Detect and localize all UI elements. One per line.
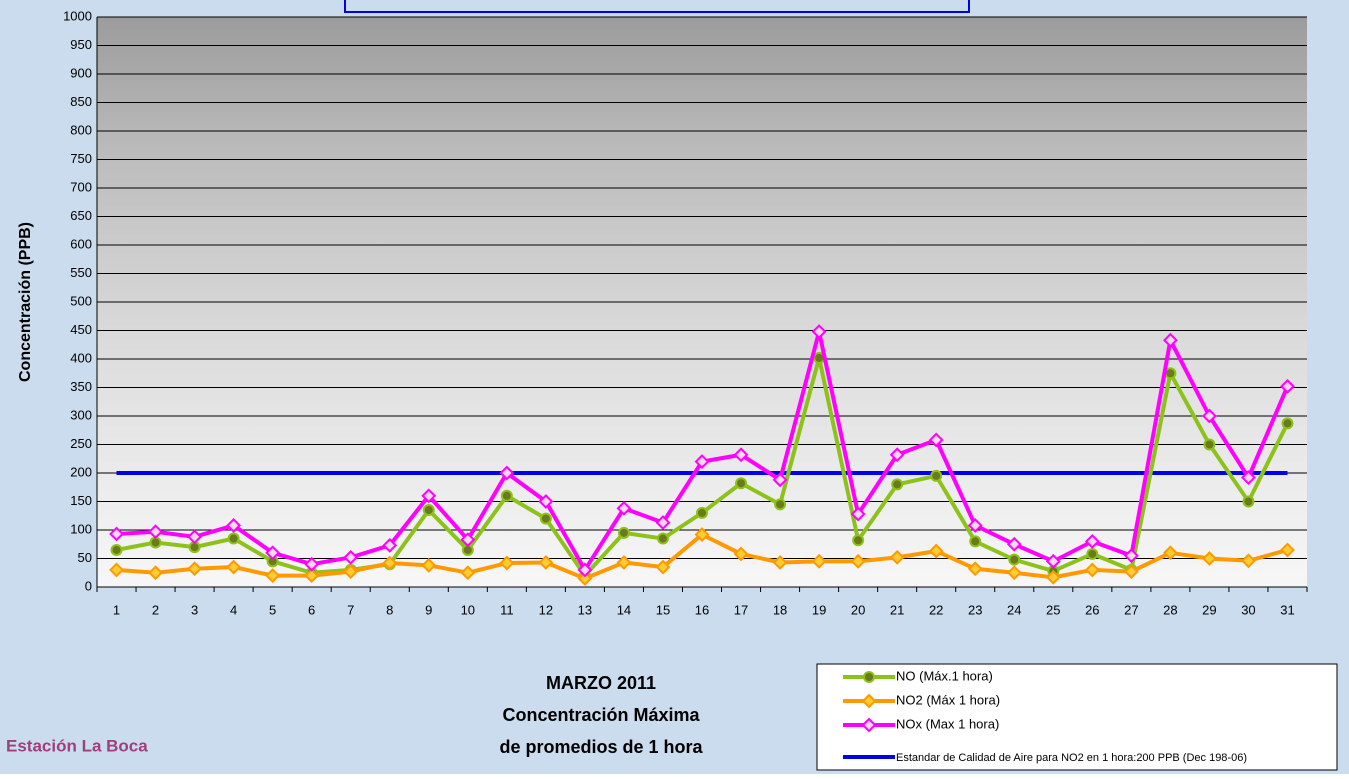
x-tick-label: 10 [461, 602, 475, 617]
x-tick-label: 1 [113, 602, 120, 617]
x-tick-label: 12 [539, 602, 553, 617]
x-tick-label: 24 [1007, 602, 1021, 617]
x-tick-label: 2 [152, 602, 159, 617]
y-tick-label: 0 [85, 578, 92, 593]
y-tick-label: 200 [70, 464, 92, 479]
legend-marker [864, 672, 874, 682]
data-point [931, 471, 941, 481]
legend-label: NO (Máx.1 hora) [896, 668, 993, 683]
data-point [1243, 497, 1253, 507]
x-tick-label: 30 [1241, 602, 1255, 617]
data-point [541, 514, 551, 524]
data-point [619, 528, 629, 538]
y-tick-label: 950 [70, 37, 92, 52]
x-tick-label: 19 [812, 602, 826, 617]
x-tick-label: 6 [308, 602, 315, 617]
data-point [1009, 555, 1019, 565]
x-tick-label: 27 [1124, 602, 1138, 617]
data-point [892, 479, 902, 489]
y-tick-label: 250 [70, 436, 92, 451]
data-point [775, 499, 785, 509]
x-tick-label: 26 [1085, 602, 1099, 617]
x-tick-label: 7 [347, 602, 354, 617]
y-tick-label: 700 [70, 179, 92, 194]
x-tick-label: 20 [851, 602, 865, 617]
x-tick-label: 17 [734, 602, 748, 617]
x-tick-label: 29 [1202, 602, 1216, 617]
y-tick-label: 500 [70, 293, 92, 308]
y-tick-label: 1000 [63, 8, 92, 23]
y-tick-label: 450 [70, 322, 92, 337]
legend-label: NOx (Max 1 hora) [896, 716, 999, 731]
x-tick-label: 23 [968, 602, 982, 617]
x-tick-label: 3 [191, 602, 198, 617]
y-axis-title: Concentración (PPB) [17, 222, 34, 382]
data-point [502, 491, 512, 501]
x-tick-label: 13 [578, 602, 592, 617]
x-tick-label: 5 [269, 602, 276, 617]
data-point [1204, 440, 1214, 450]
x-tick-label: 9 [425, 602, 432, 617]
data-point [736, 478, 746, 488]
data-point [853, 535, 863, 545]
y-tick-label: 100 [70, 521, 92, 536]
x-tick-label: 18 [773, 602, 787, 617]
data-point [229, 534, 239, 544]
x-tick-label: 31 [1280, 602, 1294, 617]
data-point [658, 534, 668, 544]
y-tick-label: 750 [70, 151, 92, 166]
x-tick-label: 8 [386, 602, 393, 617]
station-label: Estación La Boca [6, 736, 148, 755]
x-tick-label: 25 [1046, 602, 1060, 617]
y-tick-label: 550 [70, 265, 92, 280]
x-tick-label: 15 [656, 602, 670, 617]
x-tick-label: 21 [890, 602, 904, 617]
y-tick-label: 350 [70, 379, 92, 394]
y-tick-label: 900 [70, 65, 92, 80]
x-tick-label: 28 [1163, 602, 1177, 617]
data-point [1087, 549, 1097, 559]
title: MARZO 2011 [546, 673, 656, 693]
data-point [424, 505, 434, 515]
title: de promedios de 1 hora [499, 737, 703, 757]
x-tick-label: 4 [230, 602, 237, 617]
data-point [970, 536, 980, 546]
y-tick-label: 800 [70, 122, 92, 137]
data-point [697, 508, 707, 518]
x-tick-label: 14 [617, 602, 631, 617]
y-tick-label: 600 [70, 236, 92, 251]
data-point [112, 545, 122, 555]
y-tick-label: 400 [70, 350, 92, 365]
x-tick-label: 11 [500, 602, 514, 617]
legend-label: Estandar de Calidad de Aire para NO2 en … [896, 752, 1247, 764]
legend-label: NO2 (Máx 1 hora) [896, 692, 1000, 707]
chart: Concentración (PPB) MARZO 2011 Concentra… [0, 0, 1349, 774]
title: Concentración Máxima [502, 705, 700, 725]
y-tick-label: 50 [78, 550, 92, 565]
data-point [1282, 418, 1292, 428]
y-tick-label: 650 [70, 208, 92, 223]
y-tick-label: 300 [70, 407, 92, 422]
y-tick-label: 850 [70, 94, 92, 109]
y-tick-label: 150 [70, 493, 92, 508]
x-tick-label: 16 [695, 602, 709, 617]
x-tick-label: 22 [929, 602, 943, 617]
